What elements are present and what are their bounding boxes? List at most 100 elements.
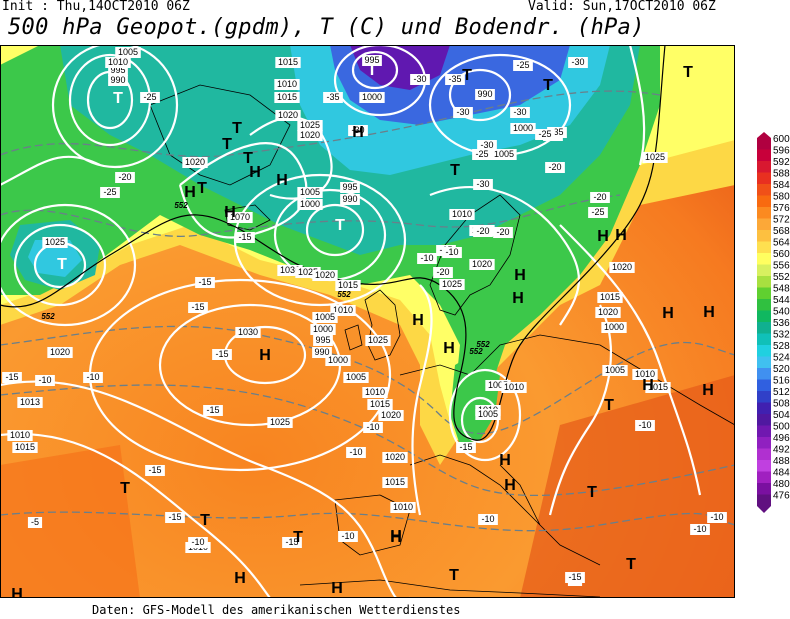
pressure-label-box <box>382 477 408 488</box>
temperature-label-box <box>588 207 608 218</box>
map-title: 500 hPa Geopot.(gpdm), T (C) und Bodendr… <box>8 15 645 40</box>
pressure-label: 995 <box>110 65 125 75</box>
legend-label: 492 <box>773 445 790 456</box>
legend-label: 556 <box>773 261 790 272</box>
pressure-label-box <box>362 387 388 398</box>
pressure-label: 1005 <box>605 365 625 375</box>
legend-label: 480 <box>773 479 790 490</box>
high-marker: H <box>703 304 715 321</box>
pressure-label-box <box>367 399 393 410</box>
pressure-label: 1015 <box>370 399 390 409</box>
pressure-label: 1025 <box>442 279 462 289</box>
legend-swatch <box>757 161 771 173</box>
low-marker: T <box>293 529 303 546</box>
pressure-label-box <box>475 409 501 420</box>
pressure-label: 1005 <box>478 409 498 419</box>
legend-swatch <box>757 310 771 322</box>
low-marker: T <box>120 480 130 497</box>
legend-label: 552 <box>773 272 790 283</box>
temperature-label-box <box>115 172 135 183</box>
low-marker: T <box>57 256 67 273</box>
pressure-label-box <box>7 430 33 441</box>
temperature-label: -15 <box>206 405 219 415</box>
legend-label: 504 <box>773 410 790 421</box>
legend-label: 500 <box>773 422 790 433</box>
legend-label: 484 <box>773 468 790 479</box>
temperature-label: -35 <box>448 74 461 84</box>
legend-label: 532 <box>773 330 790 341</box>
coast-british-isles <box>344 289 401 361</box>
temperature-label: -10 <box>341 531 354 541</box>
pressure-label: 1013 <box>20 397 40 407</box>
temperature-label: -15 <box>238 232 251 242</box>
temperature-label: -15 <box>198 277 211 287</box>
temperature-label: -25 <box>143 92 156 102</box>
isobars <box>0 45 702 598</box>
legend-label: 496 <box>773 433 790 444</box>
temperature-label-box <box>568 57 588 68</box>
map-frame <box>0 45 735 598</box>
temperature-label: -10 <box>86 372 99 382</box>
temperature-label: -15 <box>215 349 228 359</box>
legend-swatch <box>757 195 771 207</box>
temperature-label: -25 <box>103 187 116 197</box>
temperature-label: -20 <box>496 227 509 237</box>
temperature-label-box <box>188 537 208 548</box>
pressure-label-box <box>365 335 391 346</box>
temperature-label-box <box>188 302 208 313</box>
legend-label: 520 <box>773 364 790 375</box>
temperature-label-box <box>513 60 533 71</box>
pressure-label: 1020 <box>472 259 492 269</box>
pressure-label: 995 <box>315 335 330 345</box>
coast-greenland <box>149 84 291 186</box>
temperature-label-box <box>478 514 498 525</box>
high-marker: H <box>331 580 343 597</box>
pressure-label: 1015 <box>338 280 358 290</box>
pressure-label: 1015 <box>648 382 668 392</box>
isotherm-3 <box>0 325 735 435</box>
pressure-label: 1005 <box>300 187 320 197</box>
legend-swatch <box>757 299 771 311</box>
high-marker: H <box>597 228 609 245</box>
pressure-label: 1015 <box>385 477 405 487</box>
temperature-label-box <box>410 74 430 85</box>
legend-arrow-top <box>757 132 771 138</box>
pressure-label-box <box>274 79 300 90</box>
legend-swatch <box>757 276 771 288</box>
pressure-label-box <box>602 365 628 376</box>
pressure-label: 995 <box>364 55 379 65</box>
temperature-label-box <box>535 129 555 140</box>
warm-field-southwest <box>0 445 140 598</box>
pressure-label: 1005 <box>315 312 335 322</box>
geopotential-label: 552 <box>41 312 55 321</box>
temperature-label: -30 <box>456 107 469 117</box>
pressure-label-box <box>310 324 336 335</box>
temperature-label-box <box>100 187 120 198</box>
temperature-label: -10 <box>638 420 651 430</box>
legend-label: 512 <box>773 387 790 398</box>
legend-label: 560 <box>773 249 790 260</box>
pressure-label: 1025 <box>270 417 290 427</box>
pressure-label-box <box>642 152 668 163</box>
isobar-france <box>411 284 433 516</box>
high-marker: H <box>276 172 288 189</box>
high-marker: H <box>390 529 402 546</box>
pressure-label-box <box>335 280 361 291</box>
pressure-label: 1010 <box>10 430 30 440</box>
temperature-label-box <box>165 512 185 523</box>
temperature-label: -10 <box>366 422 379 432</box>
legend-label: 600 <box>773 134 790 145</box>
high-marker: H <box>662 305 674 322</box>
temperature-label: -20 <box>118 172 131 182</box>
isotherm-4 <box>0 384 735 497</box>
temperature-label-box <box>473 226 493 237</box>
pressure-label-box <box>108 75 128 86</box>
pressure-label-box <box>277 265 303 276</box>
pressure-label-box <box>312 312 338 323</box>
pressure-label-box <box>105 57 131 68</box>
low-marker: T <box>243 150 253 167</box>
low-marker: T <box>222 136 232 153</box>
pressure-label-box <box>491 149 517 160</box>
